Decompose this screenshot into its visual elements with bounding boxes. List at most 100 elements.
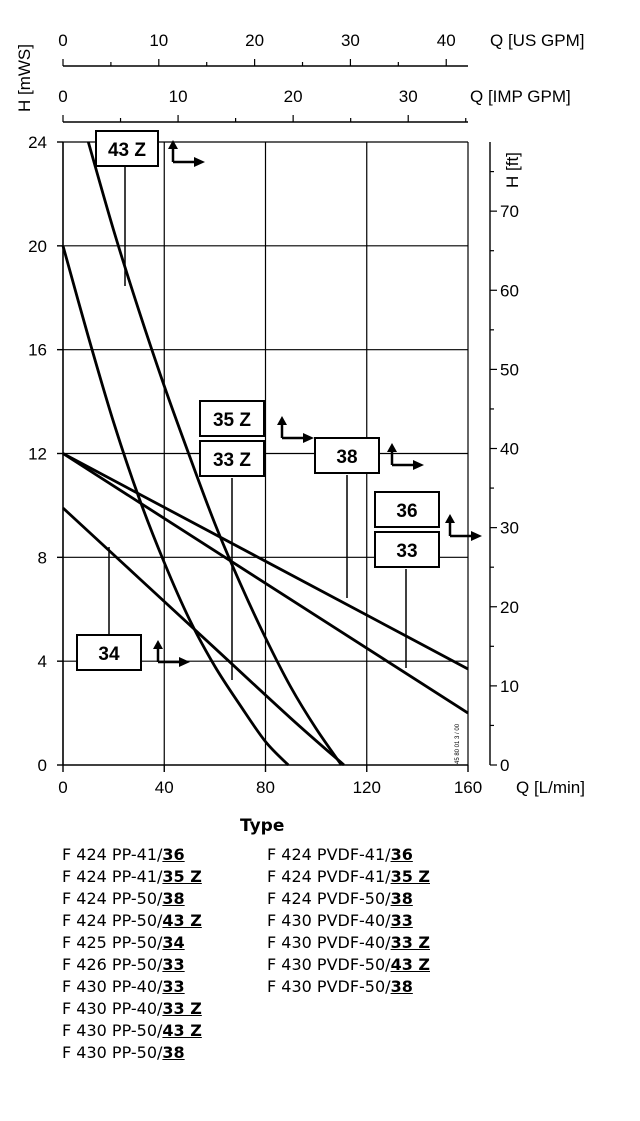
badge-label: 33 (396, 541, 417, 562)
imp-gpm-tick-label: 30 (399, 87, 418, 106)
legend-curve-code: 33 Z (390, 933, 430, 952)
badge-box (199, 400, 265, 437)
curve-33-z (62, 452, 469, 715)
ft-tick-label: 60 (500, 281, 519, 300)
axes: 0 40 80 120 160 Q [L/min] 0 4 8 12 16 20 24 H [mWS] 0 1… (15, 31, 585, 797)
legend-row: F 430 PP-40/33 Z (62, 998, 202, 1020)
legend-curve-code: 33 (162, 977, 185, 996)
badge-34: 34 (76, 547, 142, 671)
legend-type-prefix: F 424 PVDF-50/ (267, 889, 391, 908)
y-tick-label: 24 (28, 133, 47, 152)
legend-type-prefix: F 424 PP-50/ (62, 911, 163, 930)
imp-gpm-tick-label: 0 (58, 87, 67, 106)
legend-curve-code: 36 (162, 845, 185, 864)
pump-curve-chart: 0 40 80 120 160 Q [L/min] 0 4 8 12 16 20 24 H [mWS] 0 1… (15, 31, 585, 797)
curve-badges: 43 Z 35 Z 33 Z 38 36 33 34 (76, 130, 440, 680)
curve-35-z (61, 245, 290, 766)
arrow-symbol-38 (387, 443, 424, 470)
ft-tick-label: 30 (500, 519, 519, 538)
legend-row: F 430 PVDF-40/33 (267, 910, 430, 932)
legend-row: F 424 PVDF-41/35 Z (267, 866, 430, 888)
arrow-symbol-43z (168, 140, 205, 167)
arrow-symbols (153, 140, 482, 667)
legend-curve-code: 36 (390, 845, 413, 864)
legend-curve-code: 43 Z (162, 911, 202, 930)
legend-row: F 430 PVDF-50/38 (267, 976, 430, 998)
badge-label: 36 (396, 501, 417, 522)
badge-box (199, 440, 265, 477)
legend-type-prefix: F 430 PVDF-40/ (267, 933, 391, 952)
legend-type-prefix: F 425 PP-50/ (62, 933, 163, 952)
arrow-up-head (277, 416, 287, 425)
legend-curve-code: 38 (390, 977, 413, 996)
imp-gpm-tick-label: 20 (284, 87, 303, 106)
x-tick-label: 120 (353, 778, 381, 797)
badge-box (374, 491, 440, 528)
us-gpm-tick-label: 0 (58, 31, 67, 50)
arrow-up-head (168, 140, 178, 149)
x-axis-label: Q [L/min] (516, 778, 585, 797)
legend-curve-code: 38 (162, 1043, 185, 1062)
ft-tick-label: 10 (500, 677, 519, 696)
y-tick-label: 4 (38, 652, 47, 671)
ft-axis-label: H [ft] (503, 152, 522, 188)
legend-curve-code: 38 (162, 889, 185, 908)
legend-row: F 430 PP-50/43 Z (62, 1020, 202, 1042)
x-tick-label: 40 (155, 778, 174, 797)
us-gpm-tick-label: 40 (437, 31, 456, 50)
ft-tick-label: 40 (500, 440, 519, 459)
legend-type-prefix: F 424 PP-41/ (62, 845, 163, 864)
side-code-text: 45 80 01 3 / 00 (455, 723, 461, 764)
legend-curve-code: 38 (390, 889, 413, 908)
x-tick-label: 80 (256, 778, 275, 797)
x-tick-label: 160 (454, 778, 482, 797)
badge-36: 36 (374, 491, 440, 528)
badge-33-z: 33 Z (199, 440, 265, 680)
y-tick-label: 16 (28, 341, 47, 360)
arrow-right-head (471, 531, 482, 541)
legend-curve-code: 35 Z (162, 867, 202, 886)
badge-38: 38 (314, 437, 380, 598)
legend-type-prefix: F 424 PVDF-41/ (267, 845, 391, 864)
legend-curve-code: 33 (162, 955, 185, 974)
badge-box (374, 531, 440, 568)
legend-row: F 425 PP-50/34 (62, 932, 202, 954)
badge-box (95, 130, 159, 167)
us-gpm-tick-label: 30 (341, 31, 360, 50)
badge-33: 33 (374, 531, 440, 668)
legend-row: F 430 PVDF-50/43 Z (267, 954, 430, 976)
arrow-right-head (179, 657, 190, 667)
arrow-symbol-35z (277, 416, 314, 443)
legend-curve-code: 33 (390, 911, 413, 930)
arrow-symbol-36 (445, 514, 482, 541)
badge-label: 38 (336, 447, 357, 468)
legend-type-prefix: F 430 PP-40/ (62, 977, 163, 996)
legend-row: F 430 PP-40/33 (62, 976, 202, 998)
y-tick-label: 20 (28, 237, 47, 256)
legend-type-prefix: F 430 PP-50/ (62, 1021, 163, 1040)
legend-type-prefix: F 424 PVDF-41/ (267, 867, 391, 886)
curve-43-z (86, 141, 343, 766)
badge-label: 43 Z (108, 140, 146, 161)
legend-row: F 424 PVDF-41/36 (267, 844, 430, 866)
badge-35-z: 35 Z (199, 400, 265, 437)
arrow-up-head (445, 514, 455, 523)
legend-row: F 430 PP-50/38 (62, 1042, 202, 1064)
arrow-symbol-34 (153, 640, 190, 667)
us-gpm-axis-label: Q [US GPM] (490, 31, 584, 50)
imp-gpm-axis-label: Q [IMP GPM] (470, 87, 571, 106)
badge-43-z: 43 Z (95, 130, 159, 286)
legend-type-prefix: F 426 PP-50/ (62, 955, 163, 974)
legend-type-prefix: F 424 PP-41/ (62, 867, 163, 886)
y-axis-label: H [mWS] (15, 44, 34, 112)
ft-tick-label: 20 (500, 598, 519, 617)
badge-box (314, 437, 380, 474)
legend-row: F 424 PP-50/43 Z (62, 910, 202, 932)
legend-row: F 430 PVDF-40/33 Z (267, 932, 430, 954)
imp-gpm-tick-label: 10 (169, 87, 188, 106)
arrow-right-head (194, 157, 205, 167)
legend-type-prefix: F 430 PVDF-50/ (267, 977, 391, 996)
legend-title: Type (240, 816, 285, 836)
legend-curve-code: 35 Z (390, 867, 430, 886)
